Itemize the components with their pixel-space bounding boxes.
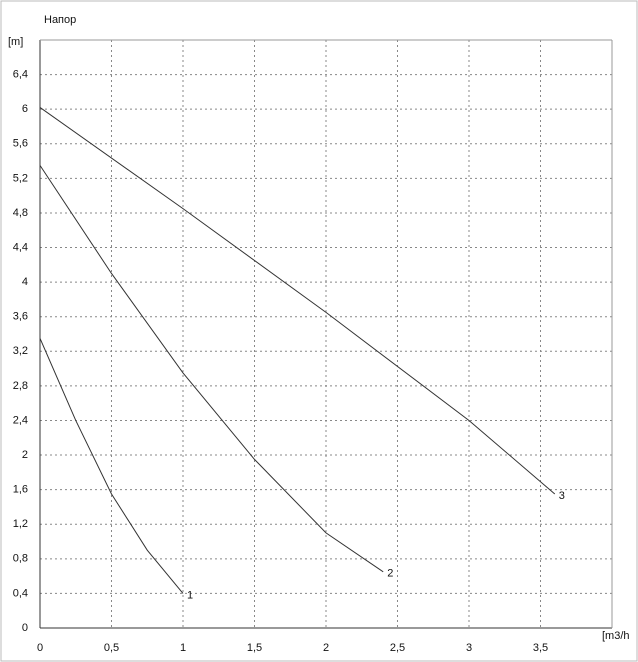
y-tick-label: 4,8 — [13, 207, 28, 219]
curve — [39, 338, 184, 594]
x-tick-label: 0,5 — [104, 642, 119, 654]
x-tick-label: 3,5 — [533, 642, 548, 654]
y-tick-label: 6 — [22, 103, 28, 115]
y-tick-label: 1,2 — [13, 518, 28, 530]
curve-label: 3 — [559, 490, 565, 502]
y-tick-label: 2,8 — [13, 380, 28, 392]
y-tick-label: 0,8 — [13, 553, 28, 565]
x-tick-label: 0 — [37, 642, 43, 654]
curve-label: 2 — [387, 568, 393, 580]
y-axis-label: [m] — [8, 36, 23, 48]
y-tick-label: 3,6 — [13, 311, 28, 323]
y-tick-label: 5,6 — [13, 138, 28, 150]
y-tick-label: 4 — [22, 276, 28, 288]
x-tick-label: 1,5 — [247, 642, 262, 654]
y-tick-label: 4,4 — [13, 241, 28, 253]
x-tick-label: 2 — [323, 642, 329, 654]
y-tick-label: 2 — [22, 449, 28, 461]
y-tick-label: 0,4 — [13, 587, 28, 599]
y-tick-label: 6,4 — [13, 68, 28, 80]
x-axis-label: [m3/h — [602, 630, 630, 642]
x-tick-label: 3 — [466, 642, 472, 654]
y-tick-label: 1,6 — [13, 484, 28, 496]
curve — [39, 165, 384, 573]
y-tick-label: 2,4 — [13, 414, 28, 426]
y-tick-label: 3,2 — [13, 345, 28, 357]
y-tick-label: 0 — [22, 622, 28, 634]
curve-label: 1 — [187, 589, 193, 601]
chart-title: Напор — [44, 14, 76, 26]
x-tick-label: 1 — [180, 642, 186, 654]
x-tick-label: 2,5 — [390, 642, 405, 654]
curve — [39, 107, 556, 495]
y-tick-label: 5,2 — [13, 172, 28, 184]
